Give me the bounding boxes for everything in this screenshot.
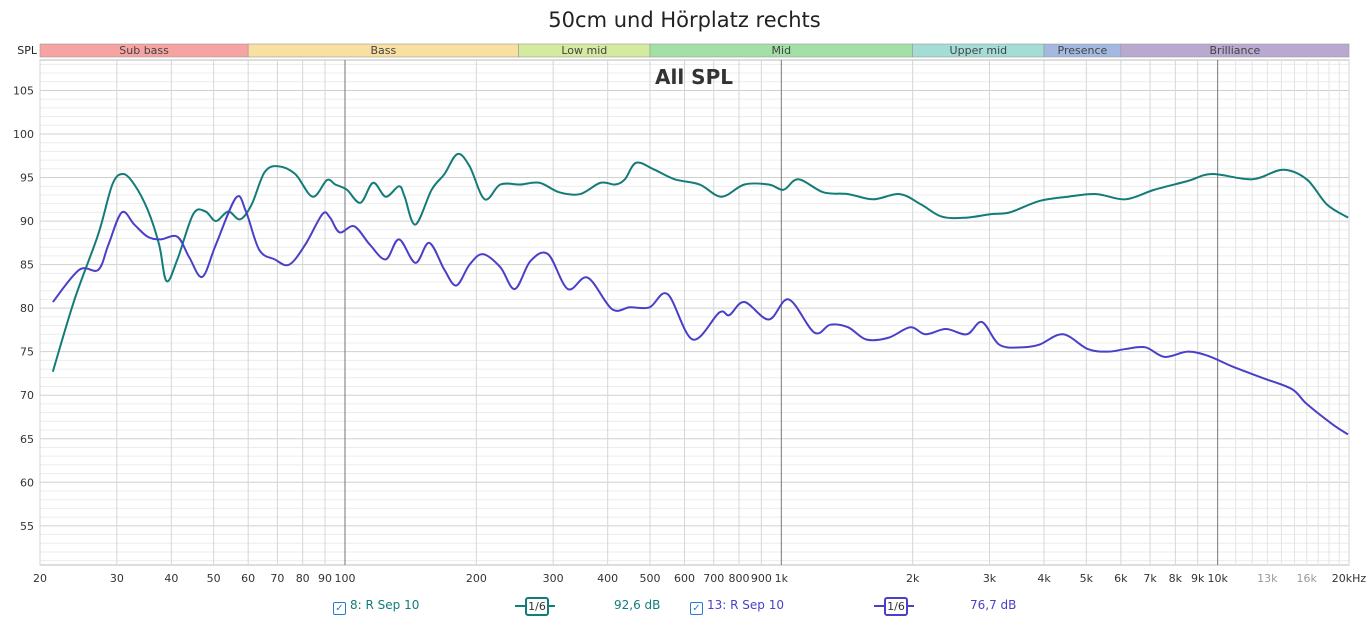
band-label: Low mid — [561, 44, 607, 57]
y-tick-label: 60 — [20, 476, 34, 489]
y-tick-label: 70 — [20, 389, 34, 402]
legend-series-2[interactable]: ✓ 13: R Sep 10 — [690, 598, 784, 615]
x-tick-label: 60 — [241, 572, 255, 585]
x-tick-label: 30 — [110, 572, 124, 585]
x-tick-label: 500 — [639, 572, 660, 585]
x-tick-label: 40 — [164, 572, 178, 585]
y-axis-label: SPL — [17, 44, 38, 57]
band-label: Bass — [371, 44, 397, 57]
y-tick-label: 65 — [20, 433, 34, 446]
x-tick-label: 200 — [466, 572, 487, 585]
x-tick-label: 800 — [729, 572, 750, 585]
band-label: Presence — [1058, 44, 1108, 57]
y-tick-label: 80 — [20, 302, 34, 315]
x-tick-label: 300 — [543, 572, 564, 585]
band-label: Brilliance — [1210, 44, 1261, 57]
x-tick-label: 400 — [597, 572, 618, 585]
x-tick-label: 13k — [1257, 572, 1278, 585]
series-line-2 — [52, 195, 1349, 436]
x-tick-label: 5k — [1080, 572, 1094, 585]
x-tick-label: 3k — [983, 572, 997, 585]
x-tick-label: 50 — [207, 572, 221, 585]
x-tick-label: 80 — [296, 572, 310, 585]
overlay-label: All SPL — [655, 65, 733, 89]
legend-series-2-value: 76,7 dB — [970, 598, 1017, 612]
x-tick-label: 100 — [334, 572, 355, 585]
band-label: Upper mid — [950, 44, 1008, 57]
y-tick-label: 105 — [13, 84, 34, 97]
legend-series-1-name: 8: R Sep 10 — [350, 598, 420, 612]
x-tick-label: 900 — [751, 572, 772, 585]
x-tick-label: 20 — [33, 572, 47, 585]
x-tick-label: 9k — [1191, 572, 1205, 585]
y-tick-label: 55 — [20, 520, 34, 533]
smoothing-1-label: 1/6 — [525, 597, 549, 616]
series-line-1 — [51, 152, 1349, 372]
band-label: Mid — [772, 44, 792, 57]
y-tick-label: 95 — [20, 172, 34, 185]
x-tick-label: 10k — [1207, 572, 1228, 585]
legend-series-1[interactable]: ✓ 8: R Sep 10 — [333, 598, 419, 615]
x-tick-label: 16k — [1297, 572, 1318, 585]
x-tick-label: 2k — [906, 572, 920, 585]
x-tick-label: 6k — [1114, 572, 1128, 585]
x-tick-label: 700 — [703, 572, 724, 585]
plot-area — [39, 59, 1350, 566]
x-tick-label: 90 — [318, 572, 332, 585]
y-tick-label: 90 — [20, 215, 34, 228]
x-tick-label: 1k — [775, 572, 789, 585]
band-label: Sub bass — [119, 44, 169, 57]
band-brilliance — [1120, 43, 1350, 58]
y-tick-label: 75 — [20, 346, 34, 359]
chart-title: 50cm und Hörplatz rechts — [548, 8, 821, 32]
checkbox-icon[interactable]: ✓ — [333, 602, 346, 615]
legend-series-2-name: 13: R Sep 10 — [707, 598, 784, 612]
x-tick-label: 20kHz — [1332, 572, 1367, 585]
legend-series-1-value: 92,6 dB — [614, 598, 661, 612]
x-tick-label: 7k — [1143, 572, 1157, 585]
y-tick-label: 85 — [20, 259, 34, 272]
y-tick-label: 100 — [13, 128, 34, 141]
x-tick-label: 4k — [1037, 572, 1051, 585]
checkbox-icon[interactable]: ✓ — [690, 602, 703, 615]
x-tick-label: 70 — [270, 572, 284, 585]
x-tick-label: 600 — [674, 572, 695, 585]
x-tick-label: 8k — [1169, 572, 1183, 585]
smoothing-2-label: 1/6 — [884, 597, 908, 616]
